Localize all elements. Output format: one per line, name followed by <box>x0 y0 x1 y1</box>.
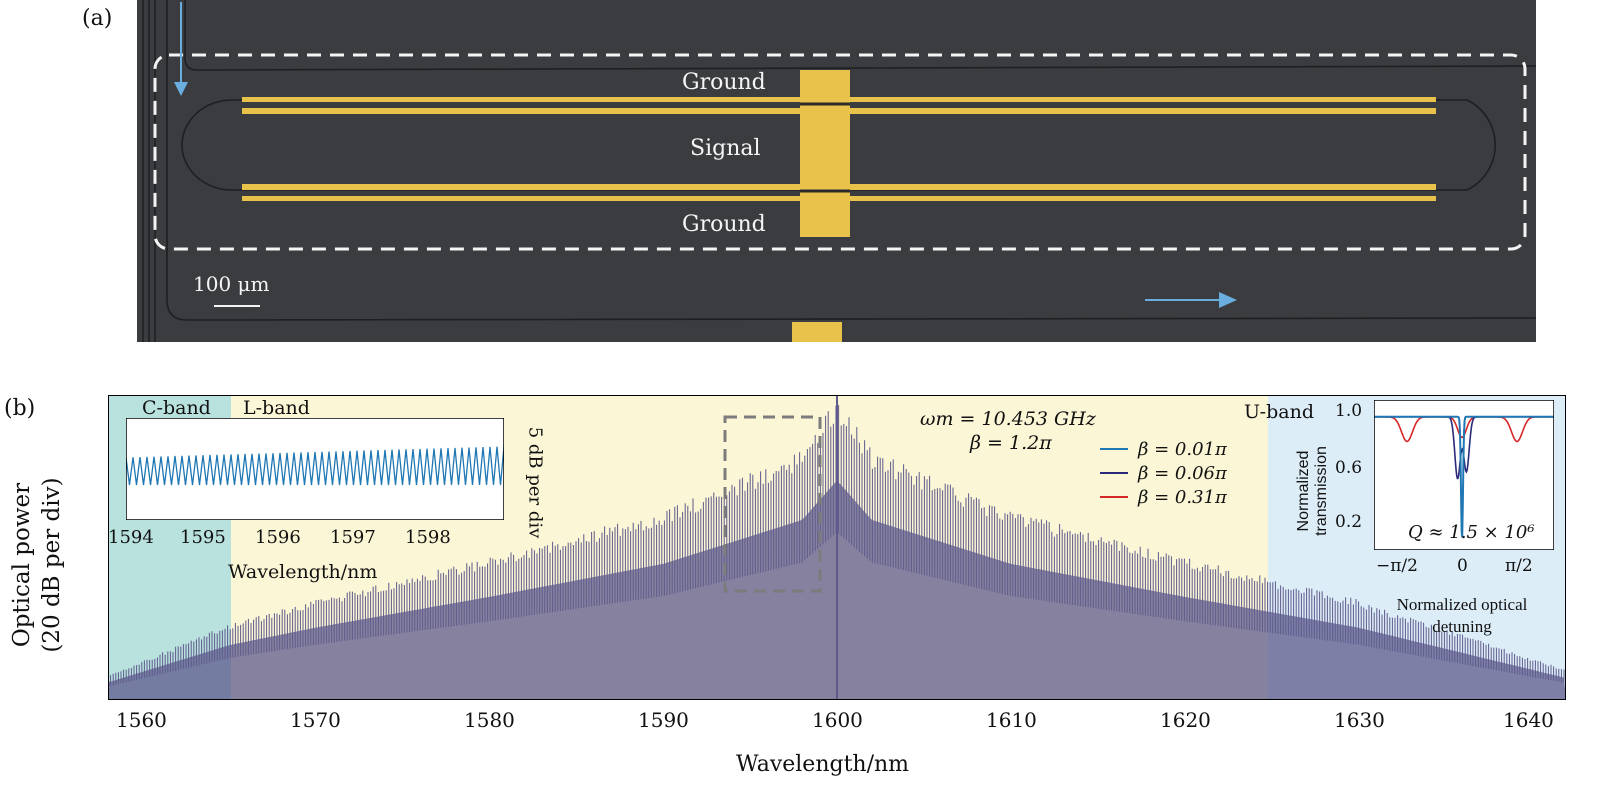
legend-label: β = 0.06π <box>1138 463 1227 484</box>
legend-item: β = 0.31π <box>1100 485 1250 509</box>
inset-x-tick: 0 <box>1457 556 1468 576</box>
bottom-ground-label: Ground <box>682 212 766 237</box>
inset-zoom-chart <box>126 418 504 520</box>
omega-annotation: ωm = 10.453 GHz <box>920 408 1096 430</box>
inset-y-label-line2: transmission <box>1313 416 1331 566</box>
inset-x-tick: 1596 <box>255 527 301 548</box>
legend-item: β = 0.01π <box>1100 437 1250 461</box>
x-tick-1620: 1620 <box>1160 708 1211 732</box>
legend-label: β = 0.01π <box>1138 439 1227 460</box>
inset-q-label: Q ≈ 1.5 × 10⁶ <box>1408 522 1535 543</box>
panel-b-label: (b) <box>4 396 35 421</box>
signal-label: Signal <box>690 136 761 161</box>
y-axis-label: Optical power (20 dB per div) <box>7 450 67 680</box>
legend-swatch <box>1100 472 1128 474</box>
inset-y-tick: 1.0 <box>1335 401 1362 421</box>
inset-x-tick: π/2 <box>1505 556 1533 576</box>
x-tick-1580: 1580 <box>464 708 515 732</box>
x-axis-label: Wavelength/nm <box>736 752 909 777</box>
x-tick-1600: 1600 <box>812 708 863 732</box>
legend-swatch <box>1100 496 1128 498</box>
y-axis-label-line1: Optical power <box>7 450 37 680</box>
legend-swatch <box>1100 448 1128 450</box>
y-axis-label-line2: (20 dB per div) <box>37 450 67 680</box>
c-band-label: C-band <box>142 397 211 419</box>
x-tick-1590: 1590 <box>638 708 689 732</box>
l-band-label: L-band <box>243 397 310 419</box>
inset-y-tick: 0.6 <box>1335 458 1362 478</box>
inset-y-label-line1: Normalized <box>1295 416 1313 566</box>
inset-x-label-line2: detuning <box>1362 616 1562 638</box>
top-ground-label: Ground <box>682 70 766 95</box>
inset-x-tick: 1597 <box>330 527 376 548</box>
inset-y-tick: 0.2 <box>1335 512 1362 532</box>
inset-x-label: Normalized optical detuning <box>1362 594 1562 638</box>
inset-x-tick: 1594 <box>108 527 154 548</box>
legend-label: β = 0.31π <box>1138 487 1227 508</box>
inset-x-label: Wavelength/nm <box>228 561 377 583</box>
x-tick-1570: 1570 <box>290 708 341 732</box>
legend: β = 0.01π β = 0.06π β = 0.31π <box>1100 437 1250 509</box>
inset-y-label: Normalized transmission <box>1295 416 1331 566</box>
inset-y-label: 5 dB per div <box>525 423 546 543</box>
inset-x-tick: −π/2 <box>1376 556 1418 576</box>
x-tick-1640: 1640 <box>1503 708 1554 732</box>
x-tick-1610: 1610 <box>986 708 1037 732</box>
x-tick-1560: 1560 <box>116 708 167 732</box>
inset-x-tick: 1598 <box>405 527 451 548</box>
panel-a-label: (a) <box>82 6 112 31</box>
inset-x-label-line1: Normalized optical <box>1362 594 1562 616</box>
x-tick-1630: 1630 <box>1334 708 1385 732</box>
device-micrograph <box>137 0 1536 342</box>
scale-bar-label: 100 μm <box>193 272 270 296</box>
beta-annotation: β = 1.2π <box>970 432 1052 454</box>
legend-item: β = 0.06π <box>1100 461 1250 485</box>
inset-x-tick: 1595 <box>180 527 226 548</box>
